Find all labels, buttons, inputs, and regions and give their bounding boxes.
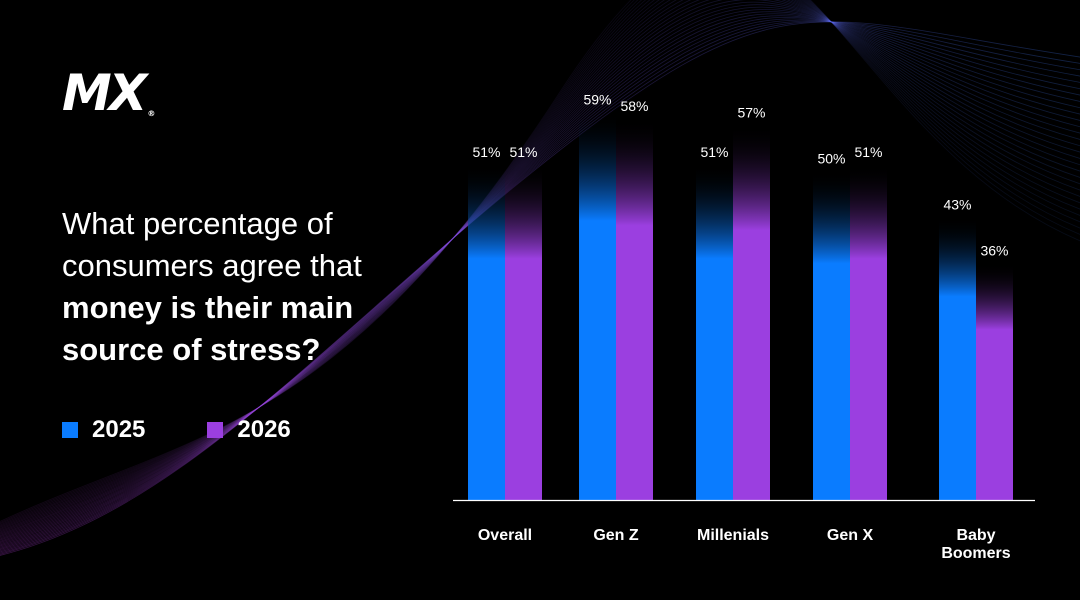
wave-line	[0, 0, 1080, 525]
category-label-3: Gen X	[827, 527, 874, 544]
wave-line	[0, 4, 1080, 543]
wave-line	[0, 0, 1080, 535]
bar-2025-4	[939, 217, 976, 500]
wave-line	[0, 0, 1080, 533]
legend-swatch-2025	[62, 422, 78, 438]
wave-line	[0, 15, 1080, 549]
category-label-0: Overall	[478, 527, 532, 544]
value-label-2026-1: 58%	[620, 98, 648, 114]
wave-line	[0, 0, 1080, 539]
category-label-2: Millenials	[697, 527, 769, 544]
wave-line	[0, 0, 1080, 540]
logo-text: MX	[62, 64, 147, 122]
value-label-2025-3: 50%	[817, 150, 845, 166]
wave-line	[0, 0, 1080, 538]
value-label-2025-0: 51%	[472, 144, 500, 160]
wave-line	[0, 20, 1080, 554]
wave-line	[0, 0, 1080, 532]
legend-swatch-2026	[207, 422, 224, 438]
wave-line	[0, 0, 1080, 529]
value-label-2025-4: 43%	[943, 196, 971, 212]
wave-line	[0, 1, 1080, 542]
wave-line	[0, 0, 1080, 534]
headline-bold: money is their main source of stress?	[62, 290, 354, 367]
bar-2025-0	[468, 164, 505, 500]
value-label-2026-4: 36%	[980, 242, 1008, 258]
wave-line	[0, 0, 1080, 531]
bar-2026-4	[976, 263, 1013, 500]
wave-line	[0, 0, 1080, 528]
headline-light: What percentage of consumers agree that	[62, 206, 362, 283]
wave-line	[0, 21, 1080, 556]
mx-logo: MX ®	[62, 68, 155, 118]
chart-question: What percentage of consumers agree that …	[62, 203, 422, 371]
value-label-2025-1: 59%	[583, 91, 611, 107]
value-label-2025-2: 51%	[700, 144, 728, 160]
wave-line	[0, 0, 1080, 536]
value-label-2026-0: 51%	[509, 144, 537, 160]
legend-label-2025: 2025	[92, 416, 146, 443]
registered-mark: ®	[147, 109, 156, 118]
bar-2026-3	[850, 164, 887, 500]
wave-line	[0, 0, 1080, 524]
value-label-2026-3: 51%	[854, 144, 882, 160]
wave-line	[0, 16, 1080, 550]
wave-line	[0, 18, 1080, 552]
legend: 2025 2026	[62, 416, 353, 444]
wave-line	[0, 0, 1080, 541]
bar-2025-2	[696, 164, 733, 500]
legend-label-2026: 2026	[237, 416, 291, 443]
wave-line	[0, 11, 1080, 547]
wave-line	[0, 9, 1080, 546]
category-label-1: Gen Z	[593, 527, 639, 544]
wave-line	[0, 0, 1080, 522]
wave-line	[0, 0, 1080, 526]
value-label-2026-2: 57%	[737, 104, 765, 120]
wave-line	[0, 21, 1080, 555]
wave-line	[0, 6, 1080, 545]
legend-item-2025: 2025	[62, 416, 145, 444]
bar-2026-2	[733, 125, 770, 500]
bar-2026-1	[616, 118, 653, 500]
category-label-4: Baby Boomers	[941, 527, 1010, 562]
wave-line	[0, 0, 1080, 527]
bar-2026-0	[505, 164, 542, 500]
legend-item-2026: 2026	[207, 416, 291, 444]
wave-line	[0, 19, 1080, 553]
bar-2025-3	[813, 171, 850, 500]
wave-line	[0, 13, 1080, 548]
bar-2025-1	[579, 112, 616, 501]
